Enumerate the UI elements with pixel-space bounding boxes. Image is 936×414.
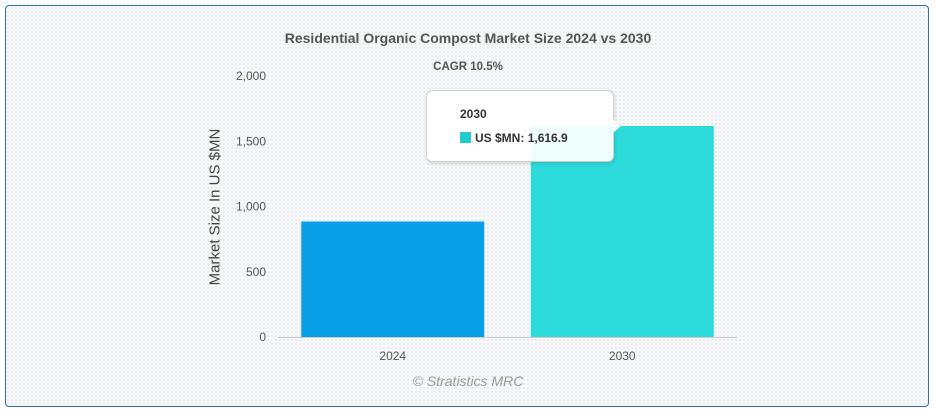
y-tick-label: 1,500 (236, 134, 266, 148)
x-tick-label: 2024 (379, 349, 406, 363)
y-tick-label: 1,000 (236, 200, 266, 214)
y-tick-label: 0 (259, 330, 266, 344)
tooltip-title: 2030 (460, 107, 487, 121)
tooltip-value: 1,616.9 (527, 131, 568, 145)
tooltip-row: US $MN: 1,616.9 (460, 131, 568, 145)
tooltip-separator: : (520, 131, 528, 145)
y-tick-label: 500 (246, 265, 266, 279)
chart-card (5, 5, 929, 407)
bar-2024[interactable] (301, 221, 485, 337)
tooltip: 2030 US $MN: 1,616.9 (426, 90, 621, 162)
chart-subtitle: CAGR 10.5% (433, 61, 503, 73)
x-tick-label: 2030 (609, 349, 636, 363)
y-tick-label: 2,000 (236, 69, 266, 83)
chart-title: Residential Organic Compost Market Size … (284, 30, 652, 46)
tooltip-swatch (460, 132, 471, 143)
tooltip-series-label: US $MN (475, 131, 521, 145)
chart-credit: © Stratistics MRC (412, 373, 524, 389)
y-ticks: 0 500 1,000 1,500 2,000 (236, 69, 266, 344)
x-ticks: 2024 2030 (379, 349, 636, 363)
